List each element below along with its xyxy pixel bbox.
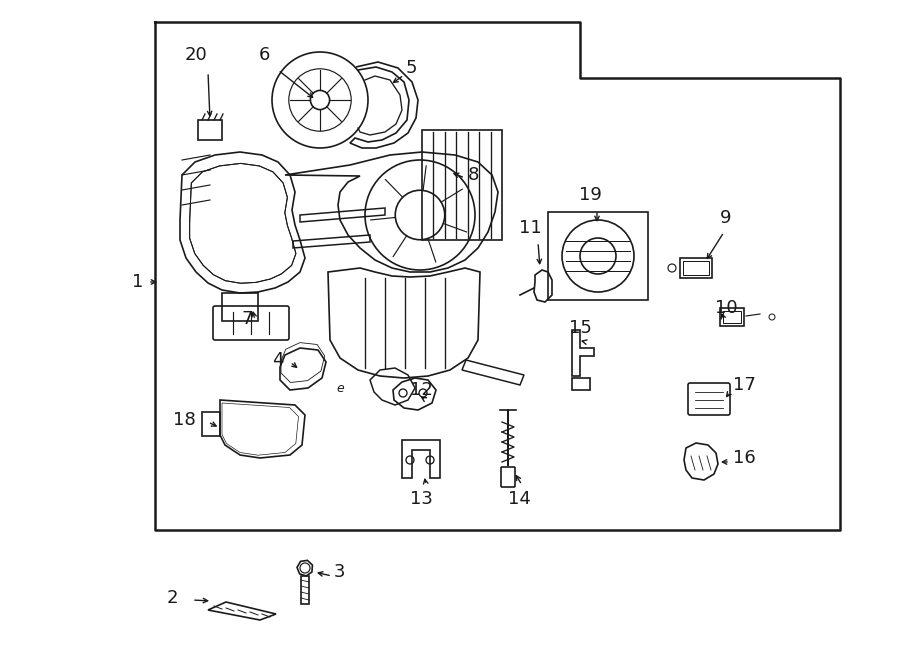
Text: 15: 15 <box>569 319 591 337</box>
Text: 17: 17 <box>733 376 756 394</box>
Bar <box>720 308 744 326</box>
Text: 12: 12 <box>410 381 432 399</box>
Text: 19: 19 <box>579 186 601 204</box>
Text: 16: 16 <box>733 449 756 467</box>
Text: 9: 9 <box>720 209 732 227</box>
Text: 2: 2 <box>166 589 178 607</box>
Bar <box>723 311 741 323</box>
Bar <box>680 258 712 278</box>
Text: 6: 6 <box>258 46 270 64</box>
Text: e: e <box>336 381 344 395</box>
Text: 14: 14 <box>508 490 530 508</box>
Bar <box>222 293 258 321</box>
Text: 4: 4 <box>272 351 284 369</box>
Text: 8: 8 <box>468 166 480 184</box>
Bar <box>202 412 220 436</box>
Bar <box>301 576 309 604</box>
Text: 20: 20 <box>184 46 207 64</box>
Text: 18: 18 <box>173 411 196 429</box>
Text: 7: 7 <box>241 310 253 328</box>
Bar <box>683 261 709 275</box>
Bar <box>548 212 648 300</box>
Text: 3: 3 <box>334 563 346 581</box>
Text: 10: 10 <box>715 299 737 317</box>
Bar <box>198 120 222 140</box>
Text: 5: 5 <box>406 59 418 77</box>
Text: 13: 13 <box>410 490 432 508</box>
Text: 11: 11 <box>518 219 542 237</box>
Bar <box>572 378 590 390</box>
Text: 1: 1 <box>131 273 143 291</box>
Bar <box>422 130 502 240</box>
